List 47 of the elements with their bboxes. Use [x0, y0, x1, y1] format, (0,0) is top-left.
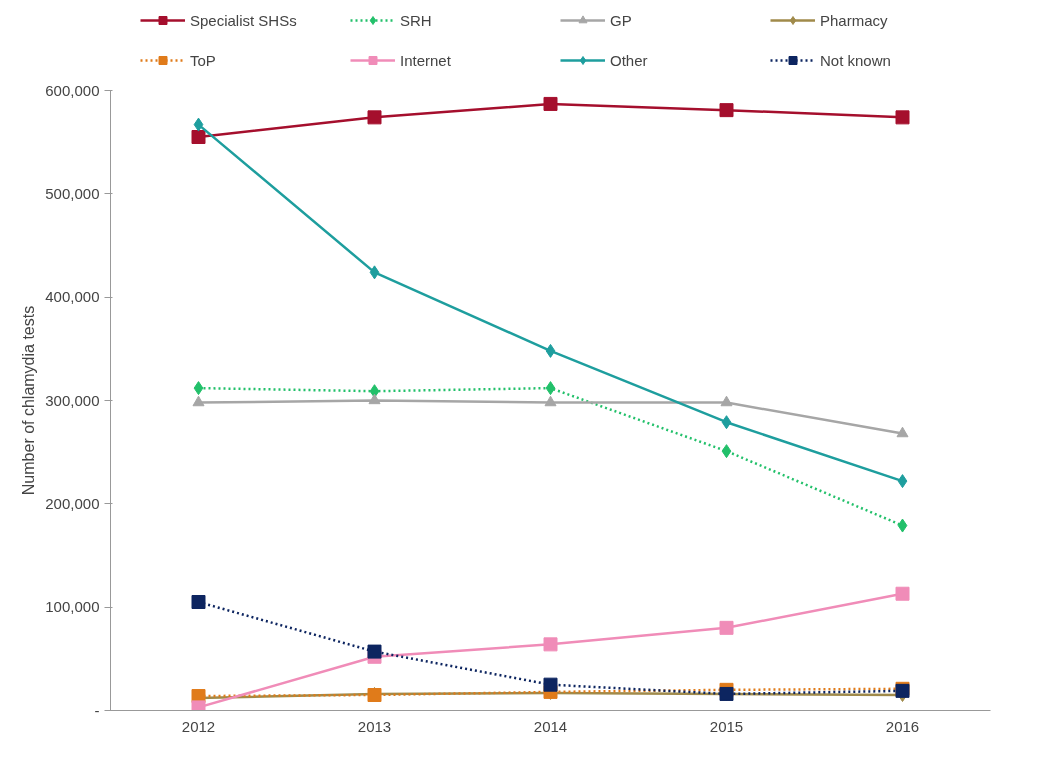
point: [192, 395, 205, 407]
point: [191, 595, 206, 609]
point: [896, 426, 909, 438]
point: [543, 637, 558, 652]
point: [719, 103, 734, 118]
y-tick-label: 400,000: [45, 288, 100, 306]
y-tick-label: -: [94, 701, 100, 719]
x-tick-label: 2016: [885, 717, 920, 735]
x-tick-label: 2012: [181, 717, 216, 735]
point: [193, 117, 204, 132]
x-tick-label: 2015: [709, 717, 744, 735]
point: [543, 96, 558, 111]
point: [721, 444, 732, 459]
legend-label: Internet: [400, 51, 452, 69]
y-tick-label: 600,000: [45, 81, 100, 99]
legend-label: ToP: [190, 51, 217, 69]
point: [367, 110, 382, 125]
point: [191, 700, 206, 711]
y-tick-label: 300,000: [45, 391, 100, 409]
point: [368, 393, 381, 405]
legend-label: Other: [610, 51, 649, 69]
y-axis-title: Number of chlamydia tests: [20, 305, 38, 496]
legend-label: Pharmacy: [820, 11, 889, 29]
legend-label: Specialist SHSs: [190, 11, 298, 29]
x-tick-label: 2013: [357, 717, 392, 735]
point: [895, 110, 910, 125]
point: [543, 677, 558, 692]
point: [897, 474, 908, 489]
point: [369, 265, 380, 280]
legend-label: SRH: [400, 11, 433, 29]
y-tick-label: 500,000: [45, 184, 100, 202]
point: [895, 586, 910, 601]
point: [721, 415, 732, 430]
point: [544, 395, 557, 407]
point: [719, 620, 734, 635]
legend-label: GP: [610, 11, 633, 29]
point: [897, 518, 908, 533]
point: [191, 130, 206, 144]
point: [367, 644, 382, 659]
point: [545, 343, 556, 358]
point: [720, 395, 733, 407]
y-tick-label: 200,000: [45, 494, 100, 512]
legend-label: Not known: [820, 51, 892, 69]
point: [545, 381, 556, 396]
y-tick-label: 100,000: [45, 598, 100, 616]
point: [193, 381, 204, 396]
x-tick-label: 2014: [533, 717, 568, 735]
